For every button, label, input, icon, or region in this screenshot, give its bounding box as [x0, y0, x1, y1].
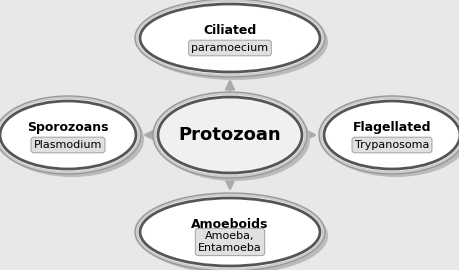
Ellipse shape: [140, 4, 327, 80]
Ellipse shape: [140, 198, 327, 270]
Ellipse shape: [138, 2, 321, 74]
Ellipse shape: [0, 101, 144, 177]
Text: Sporozoans: Sporozoans: [27, 120, 108, 133]
Ellipse shape: [323, 101, 459, 177]
Text: Amoeba,
Entamoeba: Amoeba, Entamoeba: [198, 231, 261, 253]
Ellipse shape: [0, 101, 136, 169]
Ellipse shape: [140, 4, 319, 72]
Text: Ciliated: Ciliated: [203, 23, 256, 36]
Ellipse shape: [318, 96, 459, 174]
Ellipse shape: [323, 101, 459, 169]
Ellipse shape: [0, 99, 138, 171]
Ellipse shape: [157, 97, 302, 173]
Ellipse shape: [153, 92, 306, 178]
Text: Protozoan: Protozoan: [178, 126, 281, 144]
Ellipse shape: [138, 196, 321, 268]
Text: Trypanosoma: Trypanosoma: [354, 140, 428, 150]
Text: paramoecium: paramoecium: [191, 43, 268, 53]
Text: Plasmodium: Plasmodium: [34, 140, 102, 150]
Ellipse shape: [321, 99, 459, 171]
Ellipse shape: [156, 95, 303, 175]
Ellipse shape: [134, 0, 325, 77]
Ellipse shape: [134, 193, 325, 270]
Ellipse shape: [140, 198, 319, 266]
Ellipse shape: [0, 96, 141, 174]
Ellipse shape: [157, 97, 309, 181]
Text: Flagellated: Flagellated: [352, 120, 431, 133]
Text: Amoeboids: Amoeboids: [191, 218, 268, 231]
